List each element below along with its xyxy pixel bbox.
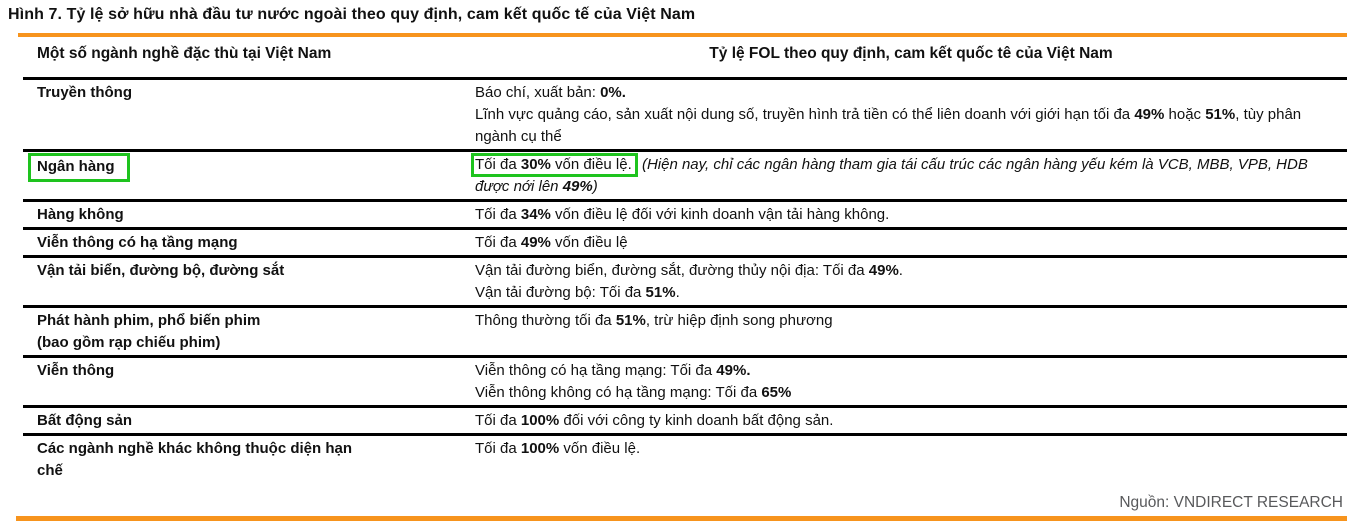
- fol-text-segment: 49%: [1134, 106, 1165, 123]
- fol-text-line: Viễn thông không có hạ tầng mạng: Tối đa…: [475, 382, 1343, 404]
- fol-text-segment: Tối đa: [475, 412, 521, 429]
- fol-text-segment: 49%.: [716, 362, 751, 379]
- industry-label-line: chế: [37, 462, 63, 479]
- fol-text-segment: 49%: [868, 262, 899, 279]
- fol-text-segment: Tối đa: [475, 156, 521, 173]
- fol-text-segment: Vận tải đường biển, đường sắt, đường thủ…: [475, 262, 869, 279]
- fol-text-line: Vận tải đường bộ: Tối đa 51%.: [475, 282, 1343, 304]
- table-row: Viễn thông có hạ tầng mạng Tối đa 49% vốn…: [23, 227, 1347, 255]
- fol-text-segment: vốn điều lệ: [550, 234, 628, 251]
- fol-cell: Tối đa 100% đối với công ty kinh doanh b…: [475, 410, 1347, 432]
- fol-text-segment: Báo chí, xuất bản:: [475, 84, 601, 101]
- industry-label-line: Vận tải biển, đường bộ, đường sắt: [37, 262, 285, 279]
- source-note: Nguồn: VNDIRECT RESEARCH: [1119, 494, 1343, 511]
- industry-cell: Phát hành phim, phổ biến phim (bao gồm rạ…: [23, 310, 475, 354]
- industry-label-line: Ngân hàng: [37, 158, 115, 175]
- fol-text-segment: 30%: [520, 156, 551, 173]
- fol-text-segment: .: [675, 284, 680, 301]
- table-body: Truyền thông Báo chí, xuất bản: 0%. Lĩnh v…: [23, 77, 1347, 483]
- fol-cell: Thông thường tối đa 51%, trừ hiệp định s…: [475, 310, 1347, 354]
- fol-text-segment: 51%: [645, 284, 676, 301]
- fol-cell: Vận tải đường biển, đường sắt, đường thủ…: [475, 260, 1347, 304]
- industry-cell: Truyền thông: [23, 82, 475, 148]
- fol-text-segment: 49%: [562, 178, 593, 195]
- fol-text-segment: (Hiện nay, chỉ các ngân hàng tham gia tá…: [475, 156, 1308, 195]
- fol-text-segment: 51%: [615, 312, 646, 329]
- fol-text-line: Tối đa 100% vốn điều lệ.: [475, 438, 1343, 460]
- fol-text-segment: , tùy phân ngành cụ thể: [475, 106, 1302, 145]
- fol-text-segment: Vận tải đường bộ: Tối đa: [475, 284, 646, 301]
- fol-text-segment: 100%: [520, 440, 560, 457]
- table-row: Vận tải biển, đường bộ, đường sắt Vận tải…: [23, 255, 1347, 305]
- fol-cell: Tối đa 30% vốn điều lệ. (Hiện nay, chỉ c…: [471, 153, 1347, 198]
- fol-text-segment: đối với công ty kinh doanh bất động sản.: [559, 412, 834, 429]
- fol-text-segment: Tối đa: [475, 234, 521, 251]
- table-row: Viễn thông Viễn thông có hạ tầng mạng: Tố…: [23, 355, 1347, 405]
- industry-cell: Bất động sản: [23, 410, 475, 432]
- fol-text-line: Tối đa 30% vốn điều lệ. (Hiện nay, chỉ c…: [471, 153, 1343, 198]
- fol-text-segment: vốn điều lệ.: [559, 440, 641, 457]
- industry-cell: Các ngành nghề khác không thuộc diện hạn…: [23, 438, 475, 482]
- fol-text-segment: 51%: [1205, 106, 1236, 123]
- column-header-industries: Một số ngành nghề đặc thù tại Việt Nam: [37, 45, 332, 62]
- fol-text-segment: , trừ hiệp định song phương: [645, 312, 833, 329]
- fol-text-segment: Thông thường tối đa: [475, 312, 616, 329]
- fol-text-segment: 65%: [761, 384, 792, 401]
- industry-label-line: (bao gồm rạp chiếu phim): [37, 334, 221, 351]
- industry-label-line: Viễn thông có hạ tầng mạng: [37, 234, 238, 251]
- industry-label-line: Phát hành phim, phổ biến phim: [37, 312, 261, 329]
- industry-cell: Hàng không: [23, 204, 475, 226]
- table-row: Ngân hàng Tối đa 30% vốn điều lệ. (Hiện n…: [23, 149, 1347, 199]
- industry-cell: Ngân hàng: [23, 153, 475, 198]
- industry-cell: Viễn thông có hạ tầng mạng: [23, 232, 475, 254]
- fol-text-line: Vận tải đường biển, đường sắt, đường thủ…: [475, 260, 1343, 282]
- column-header-fol: Tỷ lệ FOL theo quy định, cam kết quốc tê…: [709, 45, 1113, 62]
- industry-cell: Vận tải biển, đường bộ, đường sắt: [23, 260, 475, 304]
- fol-text-segment: 100%: [520, 412, 560, 429]
- fol-text-segment: 49%: [520, 234, 551, 251]
- table-row: Các ngành nghề khác không thuộc diện hạn…: [23, 433, 1347, 483]
- fol-text-segment: 0%.: [600, 84, 626, 101]
- fol-text-segment: Viễn thông không có hạ tầng mạng: Tối đa: [475, 384, 762, 401]
- fol-text-line: Viễn thông có hạ tầng mạng: Tối đa 49%.: [475, 360, 1343, 382]
- fol-text-line: Tối đa 100% đối với công ty kinh doanh b…: [475, 410, 1343, 432]
- fol-text-line: Tối đa 34% vốn điều lệ đối với kinh doan…: [475, 204, 1343, 226]
- fol-text-line: Báo chí, xuất bản: 0%.: [475, 82, 1343, 104]
- fol-text-segment: 34%: [520, 206, 551, 223]
- table-row: Bất động sản Tối đa 100% đối với công ty …: [23, 405, 1347, 433]
- fol-cell: Viễn thông có hạ tầng mạng: Tối đa 49%. V…: [475, 360, 1347, 404]
- industry-label-line: Hàng không: [37, 206, 124, 223]
- industry-label-line: Truyền thông: [37, 84, 132, 101]
- fol-cell: Tối đa 100% vốn điều lệ.: [475, 438, 1347, 482]
- table-header-row: Một số ngành nghề đặc thù tại Việt Nam T…: [23, 37, 1347, 77]
- fol-text-segment: vốn điều lệ.: [550, 156, 632, 173]
- industry-cell: Viễn thông: [23, 360, 475, 404]
- highlight-box: Tối đa 30% vốn điều lệ.: [471, 153, 638, 177]
- fol-text-segment: Lĩnh vực quảng cáo, sản xuất nội dung số…: [475, 106, 1135, 123]
- industry-label-line: Các ngành nghề khác không thuộc diện hạn: [37, 440, 353, 457]
- fol-text-segment: hoặc: [1164, 106, 1206, 123]
- industry-label-line: Bất động sản: [37, 412, 133, 429]
- fol-text-line: Thông thường tối đa 51%, trừ hiệp định s…: [475, 310, 1343, 332]
- table-row: Truyền thông Báo chí, xuất bản: 0%. Lĩnh v…: [23, 80, 1347, 149]
- fol-text-segment: Tối đa: [475, 206, 521, 223]
- fol-text-line: Tối đa 49% vốn điều lệ: [475, 232, 1343, 254]
- fol-text-segment: Tối đa: [475, 440, 521, 457]
- figure-title: Hình 7. Tỷ lệ sở hữu nhà đầu tư nước ngo…: [8, 6, 696, 23]
- table-row: Hàng không Tối đa 34% vốn điều lệ đối với…: [23, 199, 1347, 227]
- fol-cell: Báo chí, xuất bản: 0%. Lĩnh vực quảng cáo…: [475, 82, 1347, 148]
- table-row: Phát hành phim, phổ biến phim (bao gồm rạ…: [23, 305, 1347, 355]
- top-accent-rule: [18, 33, 1347, 37]
- fol-text-segment: .: [898, 262, 903, 279]
- bottom-accent-rule: [16, 516, 1347, 521]
- industry-label-line: Viễn thông: [37, 362, 115, 379]
- fol-text-segment: vốn điều lệ đối với kinh doanh vận tải h…: [550, 206, 890, 223]
- fol-text-segment: ): [592, 178, 598, 195]
- highlight-box: Ngân hàng: [28, 153, 130, 182]
- fol-text-line: Lĩnh vực quảng cáo, sản xuất nội dung số…: [475, 104, 1343, 148]
- fol-cell: Tối đa 34% vốn điều lệ đối với kinh doan…: [475, 204, 1347, 226]
- fol-cell: Tối đa 49% vốn điều lệ: [475, 232, 1347, 254]
- fol-text-segment: Viễn thông có hạ tầng mạng: Tối đa: [475, 362, 717, 379]
